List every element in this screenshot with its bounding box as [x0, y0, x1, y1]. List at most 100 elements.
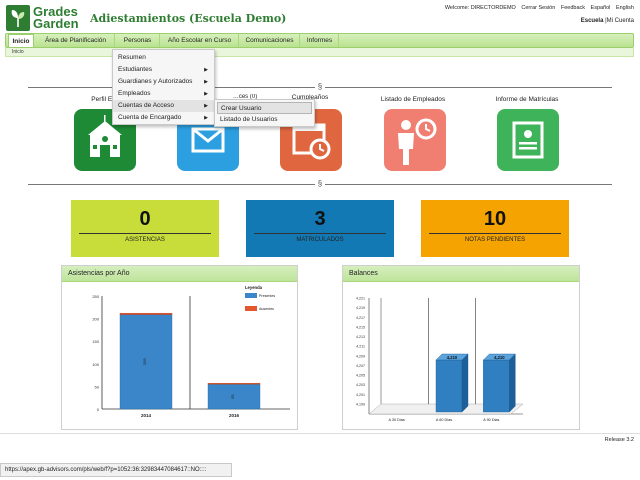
submenu-item-crear-usuario[interactable]: Crear Usuario	[217, 102, 312, 114]
menu-item-resumen[interactable]: Resumen	[113, 52, 214, 64]
y-tick-label: 4,199	[356, 403, 365, 407]
my-account-link[interactable]: |Mi Cuenta	[605, 18, 634, 24]
y-tick-label: 100	[92, 362, 99, 367]
envelope-icon	[191, 127, 225, 153]
tab-inicio[interactable]: Inicio	[8, 34, 34, 47]
stat-label: NOTAS PENDIENTES	[464, 237, 526, 243]
enrolled-stat[interactable]: 3 MATRICULADOS	[246, 200, 394, 257]
chevron-right-icon: ▶	[204, 91, 208, 97]
menu-item-label: Cuentas de Acceso	[118, 102, 175, 109]
y-tick-label: 4,221	[356, 297, 365, 301]
release-label: Release 3.2	[604, 437, 634, 443]
tab-informes[interactable]: Informes	[301, 34, 339, 47]
y-tick-label: 4,215	[356, 325, 365, 329]
spanish-link[interactable]: Español	[590, 5, 611, 11]
y-tick-label: 4,217	[356, 316, 365, 320]
school-building-icon	[88, 115, 122, 157]
y-tick-label: 4,201	[356, 393, 365, 397]
tab-comunicaciones[interactable]: Comunicaciones	[240, 34, 300, 47]
page-title: Adiestamientos (Escuela Demo)	[90, 12, 287, 25]
welcome-label: Welcome: DIRECTORDEMO	[444, 5, 516, 11]
x-tick-label: 2016	[229, 413, 240, 418]
cuentas-acceso-submenu: Crear Usuario Listado de Usuarios	[214, 99, 315, 127]
bar-value-label: 55	[230, 394, 235, 399]
bar-front	[483, 359, 510, 413]
panel-title: Balances	[343, 266, 579, 282]
tab-planificacion[interactable]: Área de Planificación	[37, 34, 115, 47]
calendar-clock-icon	[292, 123, 331, 160]
bar-side	[509, 353, 516, 413]
balances-chart: 4,221 4,219 4,217 4,215 4,213 4,211 4,209 4,207…	[356, 297, 524, 422]
tab-ano-escolar[interactable]: Año Escolar en Curso	[161, 34, 239, 47]
y-tick-label: 250	[92, 294, 99, 299]
chevron-right-icon: ▶	[204, 79, 208, 85]
tab-personas[interactable]: Personas	[116, 34, 160, 47]
y-tick-label: 4,219	[356, 306, 365, 310]
menu-item-estudiantes[interactable]: Estudiantes ▶	[113, 64, 214, 76]
legend-label: Presentes	[259, 294, 275, 298]
tile-label-cumpleanos: Cumpleaños	[291, 94, 329, 101]
leaf-logo-icon	[6, 5, 30, 31]
chevron-right-icon: ▶	[204, 103, 208, 109]
legend-swatch	[245, 293, 257, 298]
logo-text: Grades Garden	[33, 5, 79, 31]
panel-title: Asistencias por Año	[62, 266, 297, 282]
tile-label-mensajes: …ces (0)	[232, 94, 258, 100]
bar-segment	[207, 383, 261, 385]
feedback-link[interactable]: Feedback	[560, 5, 585, 11]
pending-grades-stat[interactable]: 10 NOTAS PENDIENTES	[421, 200, 569, 257]
chevron-right-icon: ▶	[204, 115, 208, 121]
legend-title: Leyenda	[245, 285, 263, 290]
menu-item-guardianes[interactable]: Guardianes y Autorizados ▶	[113, 76, 214, 88]
main-nav: Inicio Área de Planificación Personas Añ…	[5, 33, 634, 48]
employee-clock-icon	[398, 118, 437, 165]
id-card-icon	[512, 121, 544, 159]
bar-front	[435, 359, 463, 413]
bar-segment	[119, 312, 173, 315]
tile-label-perfil: Perfil Esc	[91, 96, 119, 103]
menu-item-label: Guardianes y Autorizados	[118, 78, 193, 85]
section-mark: §	[315, 179, 325, 189]
stat-rule	[429, 233, 561, 234]
menu-item-label: Resumen	[118, 54, 146, 61]
logo-line-2: Garden	[33, 16, 79, 31]
menu-item-label: Cuenta de Encargado	[118, 114, 182, 121]
breadcrumb: Inicio	[5, 48, 634, 57]
stat-value: 0	[139, 208, 151, 230]
x-tick-label: A 60 Dias	[436, 418, 452, 422]
menu-item-cuenta-encargado[interactable]: Cuenta de Encargado ▶	[113, 112, 214, 124]
balances-chart-panel: Balances 4,221 4,219 4,217 4,215 4,213 4,211 4…	[342, 265, 580, 430]
y-tick-label: 4,203	[356, 383, 365, 387]
legend-swatch	[245, 306, 257, 311]
stat-rule	[254, 233, 386, 234]
tile-label-matriculas: Informe de Matrículas	[495, 96, 559, 103]
bar-side	[461, 353, 469, 413]
submenu-item-listado-usuarios[interactable]: Listado de Usuarios	[220, 116, 278, 123]
stat-label: MATRICULADOS	[296, 237, 344, 243]
menu-item-empleados[interactable]: Empleados ▶	[113, 88, 214, 100]
breadcrumb-item[interactable]: Inicio	[12, 49, 24, 55]
browser-status-bar: https://apex.gb-advisors.com/pls/web/f?p…	[0, 463, 232, 477]
attendance-chart: 250 200 150 100 50 0 209 2014 55 2016 Leyenda Prese…	[92, 285, 290, 418]
y-tick-label: 4,213	[356, 335, 365, 339]
bar-value-label: 4,210	[494, 355, 505, 360]
employees-tile[interactable]	[384, 109, 446, 171]
attendance-stat[interactable]: 0 ASISTENCIAS	[71, 200, 219, 257]
english-link[interactable]: English	[615, 5, 634, 11]
menu-item-label: Empleados	[118, 90, 151, 97]
y-tick-label: 150	[92, 339, 99, 344]
menu-item-cuentas-acceso[interactable]: Cuentas de Acceso ▶	[113, 100, 214, 112]
logout-link[interactable]: Cerrar Sesión	[521, 5, 556, 11]
app-logo[interactable]: Grades Garden	[6, 5, 86, 31]
stat-value: 10	[483, 208, 507, 230]
tile-label-empleados: Listado de Empleados	[380, 96, 446, 103]
legend-label: Ausentes	[259, 307, 274, 311]
x-tick-label: A 90 Dias	[483, 418, 499, 422]
welcome-bar: Welcome: DIRECTORDEMO Cerrar Sesión Feed…	[441, 5, 634, 11]
enrollment-report-tile[interactable]	[497, 109, 559, 171]
y-tick-label: 4,209	[356, 354, 365, 358]
account-bar: Escuela |Mi Cuenta	[581, 18, 634, 24]
footer-divider	[0, 433, 640, 434]
y-tick-label: 50	[95, 384, 100, 389]
menu-item-label: Estudiantes	[118, 66, 152, 73]
